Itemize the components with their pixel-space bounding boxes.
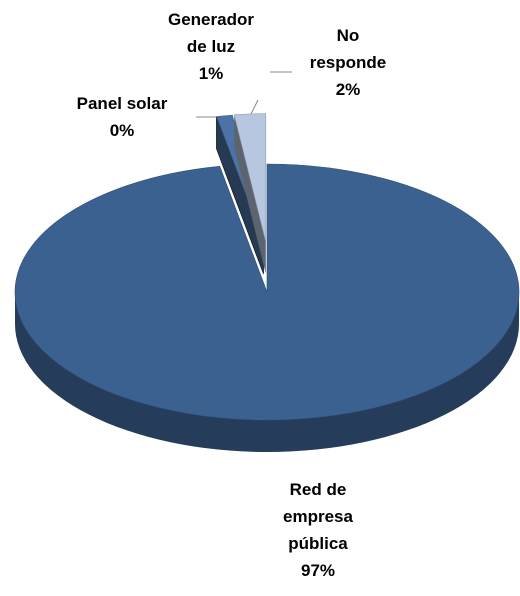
value-label: 1% — [198, 64, 224, 83]
slice-edge — [234, 114, 266, 274]
data-label: Panel solar 0% — [55, 90, 189, 144]
category-label: Red de empresa pública — [283, 480, 353, 553]
slice-side — [15, 292, 519, 452]
value-label: 0% — [109, 121, 135, 140]
slice — [14, 163, 520, 421]
value-label: 97% — [300, 561, 336, 580]
slice — [233, 113, 267, 242]
category-label: No responde — [309, 26, 387, 72]
value-label: 2% — [335, 80, 361, 99]
data-label: Generador de luz 1% — [158, 6, 264, 87]
data-label: Red de empresa pública 97% — [262, 476, 374, 584]
slice-edge — [216, 116, 264, 275]
category-label: Panel solar — [76, 94, 168, 113]
data-label: No responde 2% — [300, 22, 396, 103]
category-label: Generador de luz — [168, 10, 254, 56]
leader-line — [249, 99, 259, 117]
